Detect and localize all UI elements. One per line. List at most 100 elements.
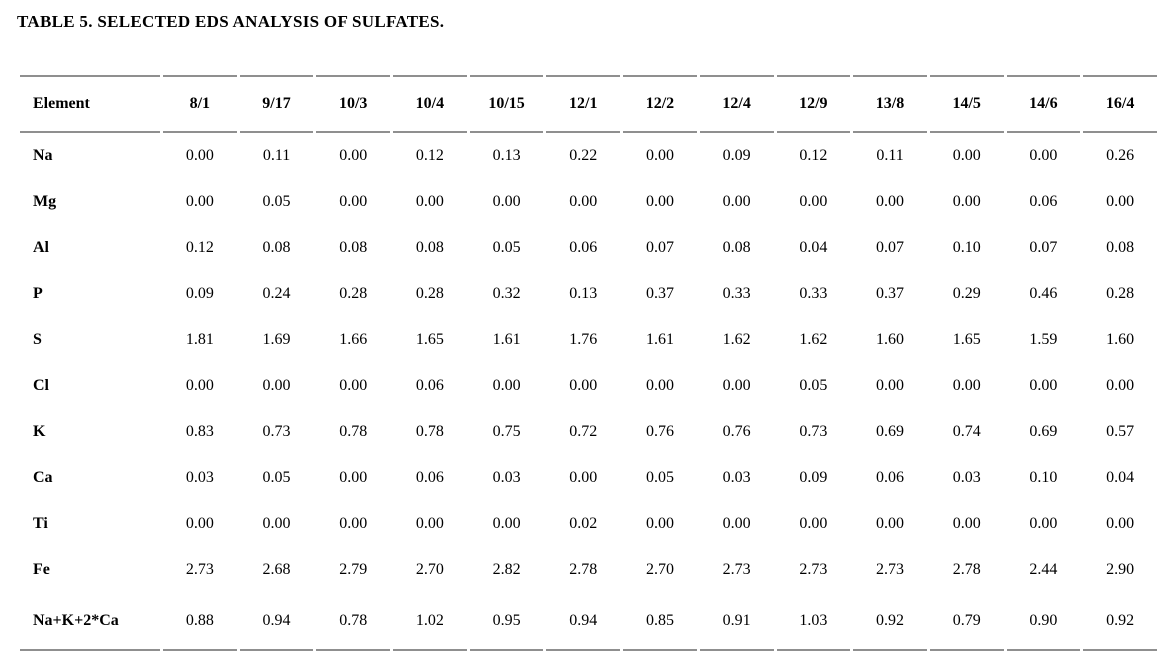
document-page: TABLE 5. SELECTED EDS ANALYSIS OF SULFAT… (17, 12, 1157, 651)
element-label: Na (33, 147, 53, 164)
element-label: Na+K+2*Ca (20, 593, 160, 651)
value-cell: 0.73 (262, 423, 291, 440)
value-cell: 0.04 (1106, 469, 1135, 486)
value-cell: 0.07 (876, 239, 905, 256)
value-cell: 2.73 (799, 561, 828, 578)
table-row: Cl 0.00 0.00 0.00 0.06 0.00 0.00 0.00 0.00 0.05 0.… (20, 363, 1157, 409)
table-row: Na 0.00 0.11 0.00 0.12 0.13 0.22 0.00 0.09 0.12 0.… (20, 133, 1157, 179)
value-cell: 0.11 (876, 147, 904, 164)
value-cell: 0.00 (1106, 193, 1135, 210)
value-cell: 2.68 (262, 561, 291, 578)
value-cell: 0.08 (262, 239, 291, 256)
value-cell: 2.73 (185, 561, 214, 578)
value-cell: 0.03 (952, 469, 981, 486)
value-cell: 0.10 (1029, 469, 1058, 486)
value-cell: 0.00 (645, 193, 674, 210)
table-row: Ti 0.00 0.00 0.00 0.00 0.00 0.02 0.00 0.00 0.00 0.… (20, 501, 1157, 547)
value-cell: 1.60 (876, 331, 905, 348)
column-header-element: Element (20, 75, 160, 133)
value-cell: 1.60 (1106, 331, 1135, 348)
value-cell: 0.22 (569, 147, 598, 164)
value-cell: 2.82 (492, 561, 521, 578)
table-row: Al 0.12 0.08 0.08 0.08 0.05 0.06 0.07 0.08 0.04 0.… (20, 225, 1157, 271)
value-cell: 0.00 (1029, 377, 1058, 394)
value-cell: 2.73 (876, 561, 905, 578)
value-cell: 0.57 (1106, 423, 1135, 440)
value-cell: 0.00 (569, 377, 598, 394)
value-cell: 0.75 (492, 423, 521, 440)
element-label: S (33, 331, 42, 348)
value-cell: 1.03 (776, 593, 851, 651)
value-cell: 0.00 (799, 193, 828, 210)
value-cell: 0.00 (952, 377, 981, 394)
column-header-sample: 13/8 (853, 75, 927, 133)
value-cell: 2.90 (1106, 561, 1135, 578)
column-header-sample: 12/2 (623, 75, 697, 133)
value-cell: 0.00 (492, 193, 521, 210)
column-header-sample: 14/5 (929, 75, 1004, 133)
value-cell: 0.00 (262, 515, 291, 532)
table-head: Element 8/1 9/17 10/3 10/4 10/15 12/1 12/2 12/4 1… (20, 75, 1157, 133)
value-cell: 0.69 (1029, 423, 1058, 440)
value-cell: 0.00 (492, 377, 521, 394)
value-cell: 0.08 (415, 239, 444, 256)
value-cell: 0.08 (722, 239, 751, 256)
table-row: Ca 0.03 0.05 0.00 0.06 0.03 0.00 0.05 0.03 0.09 0.… (20, 455, 1157, 501)
value-cell: 0.83 (185, 423, 214, 440)
column-header-sample: 10/4 (393, 75, 467, 133)
element-label: Cl (33, 377, 49, 394)
table-title: TABLE 5. SELECTED EDS ANALYSIS OF SULFAT… (17, 12, 445, 31)
value-cell: 0.00 (1106, 377, 1135, 394)
value-cell: 0.04 (799, 239, 828, 256)
element-label: Mg (33, 193, 57, 210)
value-cell: 0.12 (185, 239, 214, 256)
value-cell: 0.00 (645, 515, 674, 532)
value-cell: 0.00 (876, 515, 905, 532)
value-cell: 0.37 (876, 285, 905, 302)
value-cell: 0.00 (645, 377, 674, 394)
column-header-sample: 12/9 (776, 75, 851, 133)
value-cell: 0.24 (262, 285, 291, 302)
value-cell: 0.88 (163, 593, 237, 651)
value-cell: 0.09 (185, 285, 214, 302)
value-cell: 0.07 (1029, 239, 1058, 256)
element-label: P (33, 285, 43, 302)
value-cell: 0.32 (492, 285, 521, 302)
value-cell: 0.00 (722, 193, 751, 210)
value-cell: 0.90 (1006, 593, 1081, 651)
value-cell: 0.94 (239, 593, 314, 651)
table-header-row: Element 8/1 9/17 10/3 10/4 10/15 12/1 12/2 12/4 1… (20, 75, 1157, 133)
value-cell: 0.73 (799, 423, 828, 440)
value-cell: 1.61 (492, 331, 521, 348)
value-cell: 0.09 (799, 469, 828, 486)
value-cell: 0.09 (722, 147, 751, 164)
value-cell: 0.00 (185, 147, 214, 164)
value-cell: 0.00 (415, 193, 444, 210)
value-cell: 0.02 (569, 515, 598, 532)
value-cell: 0.72 (569, 423, 598, 440)
value-cell: 0.85 (623, 593, 697, 651)
value-cell: 0.79 (929, 593, 1004, 651)
value-cell: 0.95 (469, 593, 544, 651)
value-cell: 0.00 (876, 377, 905, 394)
value-cell: 2.79 (339, 561, 368, 578)
value-cell: 0.00 (415, 515, 444, 532)
value-cell: 0.26 (1106, 147, 1135, 164)
value-cell: 0.76 (645, 423, 674, 440)
element-label: Al (33, 239, 49, 256)
table-row: Na+K+2*Ca 0.88 0.94 0.78 1.02 0.95 0.94 0.85 0.9… (20, 593, 1157, 651)
value-cell: 0.00 (1029, 147, 1058, 164)
value-cell: 0.00 (492, 515, 521, 532)
value-cell: 0.29 (952, 285, 981, 302)
value-cell: 0.28 (339, 285, 368, 302)
column-header-sample: 12/4 (699, 75, 774, 133)
value-cell: 0.06 (415, 377, 444, 394)
value-cell: 1.62 (799, 331, 828, 348)
value-cell: 0.00 (876, 193, 905, 210)
value-cell: 0.33 (799, 285, 828, 302)
value-cell: 1.66 (339, 331, 368, 348)
value-cell: 0.11 (262, 147, 291, 164)
value-cell: 0.00 (339, 515, 368, 532)
value-cell: 0.05 (645, 469, 674, 486)
value-cell: 0.12 (799, 147, 828, 164)
